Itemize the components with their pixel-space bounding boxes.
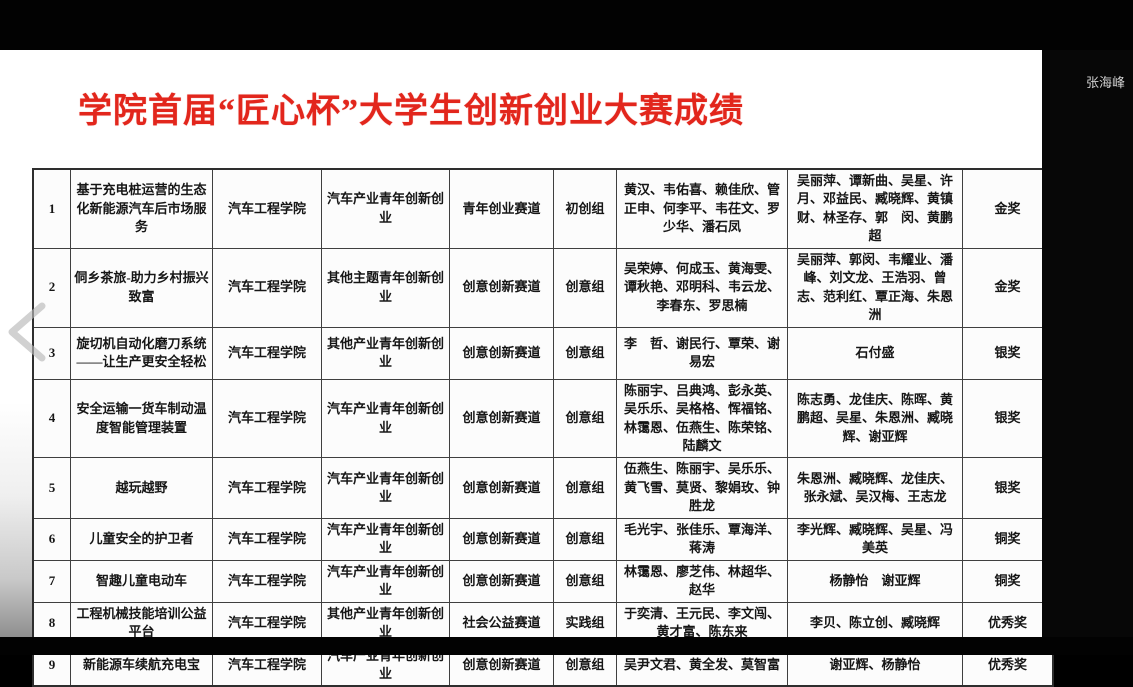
cell-college: 汽车工程学院	[212, 247, 322, 328]
cell-group: 创意组	[553, 378, 617, 459]
table-row: 3 旋切机自动化磨刀系统——让生产更安全轻松 汽车工程学院 其他产业青年创新创业 创意创…	[32, 326, 1054, 380]
cell-award: 银奖	[962, 378, 1054, 459]
cell-category: 汽车产业青年创新创业	[321, 457, 450, 519]
cell-no: 6	[32, 517, 71, 561]
cell-project: 智趣儿童电动车	[70, 559, 213, 603]
cell-group: 创意组	[553, 247, 617, 328]
table-row: 6 儿童安全的护卫者 汽车工程学院 汽车产业青年创新创业 创意创新赛道 创意组 毛光宇、张佳…	[32, 517, 1054, 561]
cell-college: 汽车工程学院	[212, 326, 322, 380]
cell-advisors: 石付盛	[787, 326, 963, 380]
results-table-body: 1 基于充电桩运营的生态化新能源汽车后市场服务 汽车工程学院 汽车产业青年创新创业 青年…	[32, 168, 1054, 687]
cell-category: 其他主题青年创新创业	[321, 247, 450, 328]
cell-no: 1	[32, 168, 71, 249]
video-panel: 张海峰	[1042, 50, 1133, 637]
cell-award: 金奖	[962, 247, 1054, 328]
cell-category: 汽车产业青年创新创业	[321, 378, 450, 459]
table-row: 4 安全运输一货车制动温度智能管理装置 汽车工程学院 汽车产业青年创新创业 创意创新赛道…	[32, 378, 1054, 459]
cell-channel: 创意创新赛道	[449, 247, 554, 328]
results-table-container: 1 基于充电桩运营的生态化新能源汽车后市场服务 汽车工程学院 汽车产业青年创新创业 青年…	[32, 168, 1054, 687]
cell-advisors: 杨静怡 谢亚辉	[787, 559, 963, 603]
cell-channel: 创意创新赛道	[449, 378, 554, 459]
cell-project: 侗乡茶旅-助力乡村振兴致富	[70, 247, 213, 328]
cell-members: 黄汉、韦佑喜、赖佳欣、管正申、何李平、韦茌文、罗少华、潘石凤	[616, 168, 788, 249]
cell-project: 旋切机自动化磨刀系统——让生产更安全轻松	[70, 326, 213, 380]
cell-advisors: 李光辉、臧晓辉、吴星、冯美英	[787, 517, 963, 561]
cell-group: 创意组	[553, 559, 617, 603]
cell-channel: 创意创新赛道	[449, 559, 554, 603]
table-row: 1 基于充电桩运营的生态化新能源汽车后市场服务 汽车工程学院 汽车产业青年创新创业 青年…	[32, 168, 1054, 249]
cell-advisors: 朱恩洲、臧晓辉、龙佳庆、张永斌、吴汉梅、王志龙	[787, 457, 963, 519]
cell-college: 汽车工程学院	[212, 457, 322, 519]
bottom-letterbox-bar	[0, 637, 1133, 655]
page-title: 学院首届“匠心杯”大学生创新创业大赛成绩	[78, 93, 744, 130]
cell-category: 其他产业青年创新创业	[321, 326, 450, 380]
cell-award: 铜奖	[962, 517, 1054, 561]
table-row: 2 侗乡茶旅-助力乡村振兴致富 汽车工程学院 其他主题青年创新创业 创意创新赛道 创意组吴…	[32, 247, 1054, 328]
cell-college: 汽车工程学院	[212, 378, 322, 459]
cell-members: 吴荣婷、何成玉、黄海雯、谭秋艳、邓明科、韦云龙、李春东、罗思楠	[616, 247, 788, 328]
results-table: 1 基于充电桩运营的生态化新能源汽车后市场服务 汽车工程学院 汽车产业青年创新创业 青年…	[32, 168, 1054, 687]
shared-slide: 学院首届“匠心杯”大学生创新创业大赛成绩 1 基于充电桩运营的生态化新能源汽车后市…	[0, 50, 1054, 687]
top-letterbox-bar	[0, 0, 1133, 50]
cell-project: 安全运输一货车制动温度智能管理装置	[70, 378, 213, 459]
cell-college: 汽车工程学院	[212, 517, 322, 561]
cell-group: 创意组	[553, 517, 617, 561]
cell-college: 汽车工程学院	[212, 559, 322, 603]
cell-members: 陈丽宇、吕典鸿、彭永英、吴乐乐、吴格格、恽福铭、林霭恩、伍燕生、陈荣铭、陆麟文	[616, 378, 788, 459]
cell-group: 创意组	[553, 326, 617, 380]
cell-no: 5	[32, 457, 71, 519]
participant-name-label: 张海峰	[1085, 75, 1125, 90]
cell-award: 金奖	[962, 168, 1054, 249]
cell-no: 4	[32, 378, 71, 459]
cell-award: 铜奖	[962, 559, 1054, 603]
cell-project: 基于充电桩运营的生态化新能源汽车后市场服务	[70, 168, 213, 249]
cell-group: 初创组	[553, 168, 617, 249]
cell-advisors: 陈志勇、龙佳庆、陈晖、黄鹏超、吴星、朱恩洲、臧晓辉、谢亚辉	[787, 378, 963, 459]
cell-advisors: 吴丽萍、谭新曲、吴星、许月、邓益民、臧晓辉、黄镇财、林圣存、郭 闵、黄鹏超	[787, 168, 963, 249]
cell-category: 汽车产业青年创新创业	[321, 168, 450, 249]
cell-award: 银奖	[962, 326, 1054, 380]
cell-category: 汽车产业青年创新创业	[321, 559, 450, 603]
cell-members: 毛光宇、张佳乐、覃海洋、蒋涛	[616, 517, 788, 561]
cell-college: 汽车工程学院	[212, 168, 322, 249]
cell-no: 7	[32, 559, 71, 603]
cell-channel: 创意创新赛道	[449, 326, 554, 380]
cell-members: 林霭恩、廖芝伟、林超华、赵华	[616, 559, 788, 603]
cell-channel: 创意创新赛道	[449, 517, 554, 561]
cell-award: 银奖	[962, 457, 1054, 519]
cell-project: 儿童安全的护卫者	[70, 517, 213, 561]
cell-category: 汽车产业青年创新创业	[321, 517, 450, 561]
cell-channel: 青年创业赛道	[449, 168, 554, 249]
cell-members: 李 哲、谢民行、覃荣、谢易宏	[616, 326, 788, 380]
cell-members: 伍燕生、陈丽宇、吴乐乐、黄飞雪、莫贤、黎娟玫、钟胜龙	[616, 457, 788, 519]
cell-project: 越玩越野	[70, 457, 213, 519]
cell-channel: 创意创新赛道	[449, 457, 554, 519]
cell-no: 2	[32, 247, 71, 328]
cell-group: 创意组	[553, 457, 617, 519]
table-row: 5 越玩越野 汽车工程学院 汽车产业青年创新创业 创意创新赛道 创意组 伍燕生、陈丽宇、吴乐…	[32, 457, 1054, 519]
cell-advisors: 吴丽萍、郭闵、韦耀业、潘峰、刘文龙、王浩羽、曾志、范利红、覃正海、朱恩洲	[787, 247, 963, 328]
table-row: 7 智趣儿童电动车 汽车工程学院 汽车产业青年创新创业 创意创新赛道 创意组 林霭恩、廖芝伟…	[32, 559, 1054, 603]
previous-slide-chevron-icon[interactable]	[2, 300, 50, 364]
